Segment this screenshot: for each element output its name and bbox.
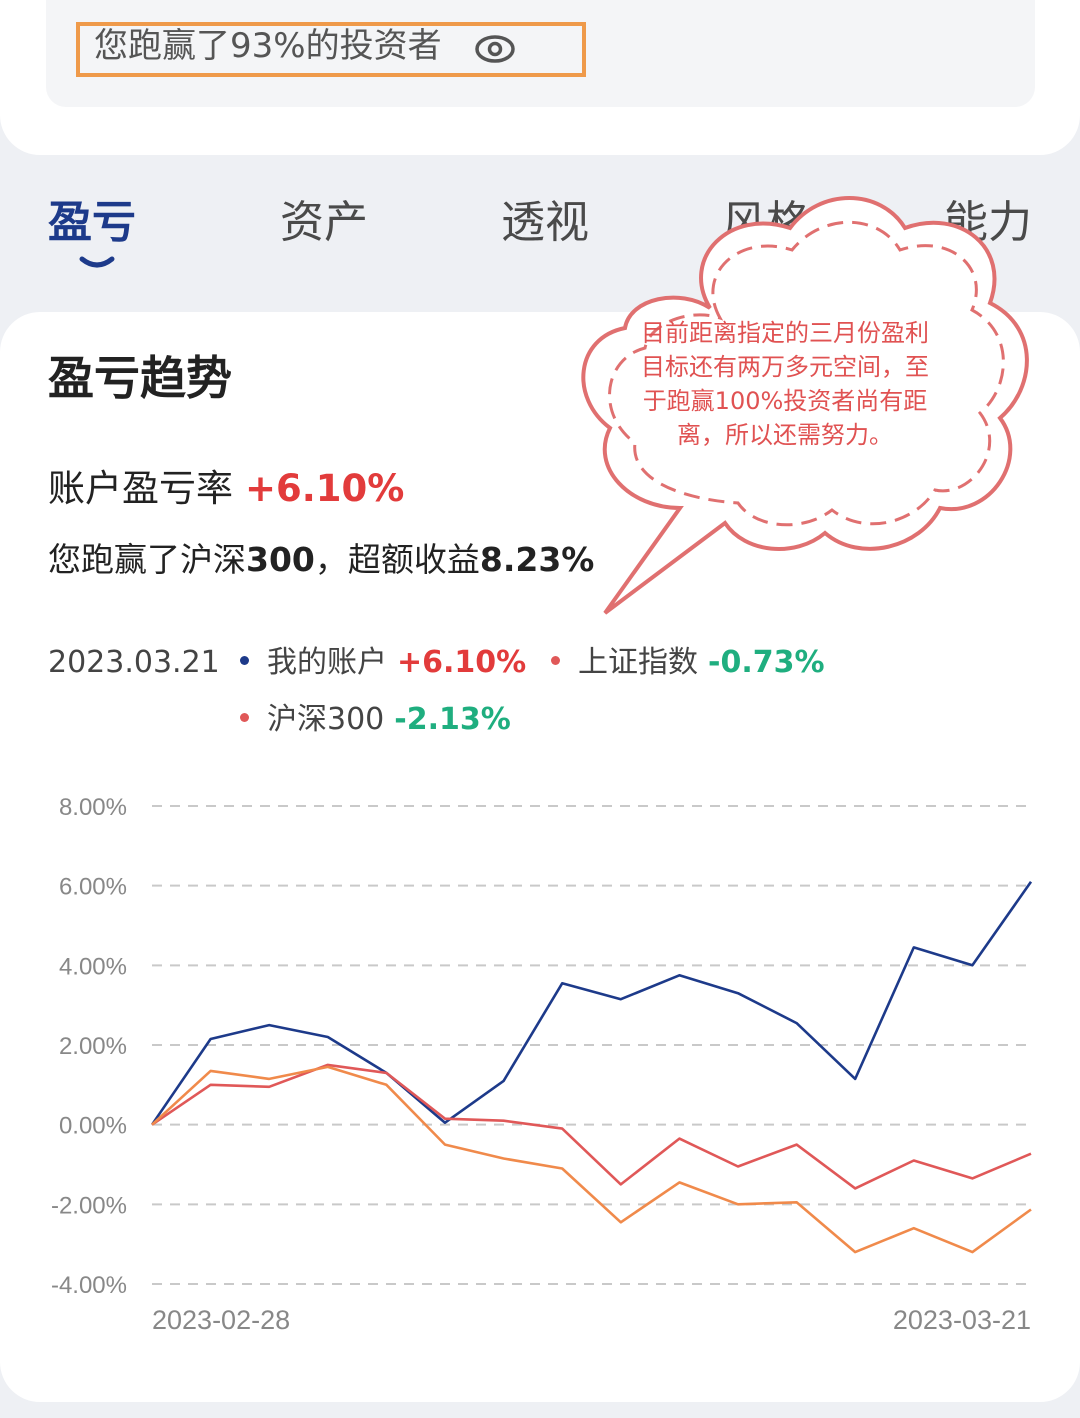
series-line: [151, 1065, 1032, 1254]
legend-value: +6.10%: [397, 645, 527, 680]
legend-value: -0.73%: [708, 645, 825, 680]
account-rate-row: 账户盈亏率 +6.10%: [48, 465, 404, 513]
y-tick-label: 6.00%: [59, 874, 127, 901]
excess-return-value: 8.23%: [479, 540, 595, 579]
y-tick-label: -4.00%: [51, 1272, 127, 1299]
legend-name: 沪深300: [267, 702, 385, 737]
section-title: 盈亏趋势: [48, 351, 232, 405]
beat-benchmark-text: 您跑赢了沪深300，超额收益8.23%: [48, 538, 594, 582]
x-start-label: 2023-02-28: [152, 1305, 290, 1335]
tab-assets[interactable]: 资产: [280, 197, 368, 248]
series-line: [151, 1063, 1032, 1190]
account-rate-label: 账户盈亏率: [48, 467, 233, 510]
ranking-box: [46, 0, 1035, 107]
annotation-bubble: [581, 196, 1029, 615]
y-tick-label: -2.00%: [51, 1192, 127, 1219]
beat-prefix: 您跑赢了沪深: [48, 540, 246, 579]
y-tick-label: 0.00%: [59, 1113, 127, 1140]
legend-dot: [240, 713, 249, 722]
legend-value: -2.13%: [394, 702, 511, 737]
legend-name: 上证指数: [578, 645, 698, 680]
tab-active-indicator: [79, 256, 115, 268]
beat-index-number: 300: [246, 540, 315, 579]
x-end-label: 2023-03-21: [893, 1305, 1031, 1335]
legend-item-csi300: 沪深300 -2.13%: [240, 699, 511, 741]
ranking-highlight-box: [76, 22, 586, 77]
legend-date: 2023.03.21: [48, 645, 220, 680]
y-tick-label: 8.00%: [59, 794, 127, 821]
beat-middle: ，超额收益: [314, 540, 480, 579]
y-tick-label: 2.00%: [59, 1033, 127, 1060]
account-rate-value: +6.10%: [245, 467, 405, 510]
tab-profit-loss[interactable]: 盈亏: [48, 197, 136, 248]
annotation-text: 目前距离指定的三月份盈利目标还有两万多元空间，至于跑赢100%投资者尚有距离，所…: [641, 319, 929, 449]
ranking-text: 您跑赢了93%的投资者: [94, 26, 442, 66]
y-tick-label: 4.00%: [59, 953, 127, 980]
legend-dot: [551, 656, 560, 665]
series-line: [150, 880, 1033, 1126]
eye-icon[interactable]: [474, 32, 516, 66]
legend-item-account: 我的账户 +6.10%: [240, 642, 526, 684]
legend-item-shanghai: 上证指数 -0.73%: [551, 642, 825, 684]
tab-perspective[interactable]: 透视: [501, 197, 589, 248]
profit-trend-chart: 8.00% 6.00% 4.00% 2.00% 0.00% -2.00% -4.00% 202…: [51, 794, 1033, 1335]
legend-dot: [240, 656, 249, 665]
legend-name: 我的账户: [267, 645, 387, 680]
